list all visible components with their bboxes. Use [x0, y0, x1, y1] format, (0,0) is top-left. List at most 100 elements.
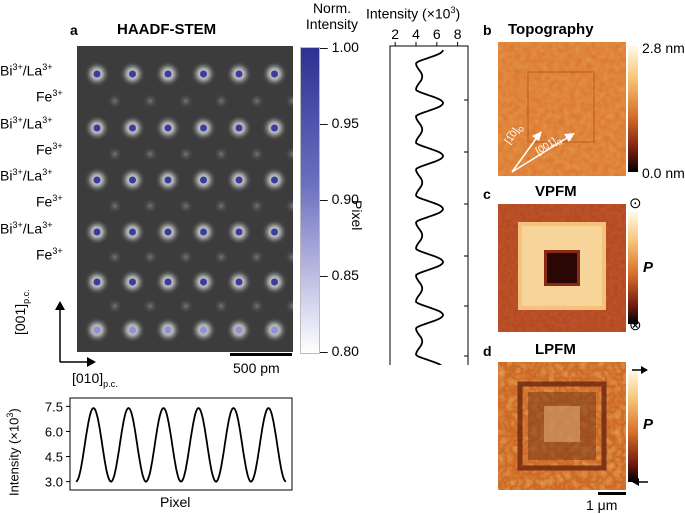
profile-right-xtick-label: 6: [433, 26, 441, 42]
stem-fe-column: [213, 93, 230, 109]
stem-atom-column: [271, 176, 278, 184]
stem-fe-column: [142, 198, 159, 214]
profile-bottom-ytick-label: 4.5: [45, 450, 63, 465]
profile-bottom-ytick-label: 3.0: [45, 475, 63, 490]
stem-atom-column: [271, 124, 278, 132]
stem-atom-column: [235, 124, 243, 132]
scalebar-d-label: 1 μm: [586, 497, 618, 513]
colorbar-a-tick: – 0.85: [320, 267, 359, 283]
stem-atom-column: [164, 70, 172, 78]
topography-image: [498, 42, 626, 176]
colorbar-b: [628, 46, 638, 172]
axis-horizontal-label: [010]p.c.: [72, 370, 118, 389]
stem-fe-column: [248, 93, 265, 109]
stem-fe-column: [142, 249, 159, 265]
panel-c-p-label: P: [643, 259, 654, 276]
profile-right-xtick-label: 8: [454, 26, 462, 42]
stem-fe-column: [177, 298, 194, 314]
axis-arrows: [55, 301, 96, 367]
profile-bottom-xlabel: Pixel: [160, 494, 191, 510]
stem-fe-column: [213, 146, 230, 162]
stem-fe-column: [284, 298, 293, 314]
panel-c-title: VPFM: [535, 183, 577, 200]
stem-atom-column: [164, 124, 172, 132]
stem-atom-column: [235, 278, 243, 286]
profile-right-ylabel: Pixel: [349, 200, 365, 231]
profile-bottom: 7.5 6.0 4.5 3.0: [45, 397, 293, 491]
stem-atom-column: [200, 124, 207, 132]
row-label-fe: Fe3+: [36, 246, 63, 263]
row-label-bi-la: Bi3+/La3+: [0, 62, 53, 79]
profile-right-xtick-label: 4: [412, 26, 420, 42]
stem-fe-column: [106, 146, 123, 162]
stem-atom-column: [200, 228, 207, 236]
scalebar-d: [598, 492, 626, 495]
stem-atom-column: [129, 70, 136, 78]
stem-atom-column: [129, 124, 136, 132]
stem-fe-column: [248, 146, 265, 162]
stem-atom-column: [164, 278, 172, 286]
row-label-bi-la: Bi3+/La3+: [0, 167, 53, 184]
colorbar-b-bottom: 0.0 nm: [642, 165, 685, 181]
colorbar-a: [300, 47, 320, 354]
colorbar-d: [628, 370, 638, 482]
colorbar-a-title-line1: Norm.: [312, 0, 352, 16]
stem-atom-column: [235, 326, 243, 334]
lpfm-arrows: [632, 366, 648, 486]
vpfm-image: [498, 204, 626, 332]
stem-fe-column: [213, 198, 230, 214]
stem-fe-column: [106, 298, 123, 314]
stem-atom-column: [235, 70, 243, 78]
row-label-bi-la: Bi3+/La3+: [0, 115, 53, 132]
profile-bottom-ytick-label: 6.0: [45, 424, 63, 439]
stem-atom-lattice: [84, 61, 293, 343]
stem-fe-column: [284, 198, 293, 214]
polarization-up-icon: ⊙: [629, 195, 642, 212]
row-label-fe: Fe3+: [36, 88, 63, 105]
stem-atom-column: [271, 326, 278, 334]
panel-d-p-label: P: [643, 416, 654, 433]
stem-atom-column: [271, 278, 278, 286]
stem-fe-column: [106, 93, 123, 109]
stem-fe-column: [248, 249, 265, 265]
stem-fe-column: [284, 249, 293, 265]
stem-fe-column: [142, 146, 159, 162]
direction-arrows: [511, 131, 575, 173]
axis-vertical-label: [001]p.c.: [12, 289, 31, 335]
stem-atom-column: [200, 278, 207, 286]
lpfm-image: [498, 362, 626, 490]
profile-right-curve: [415, 49, 444, 365]
row-label-fe: Fe3+: [36, 141, 63, 158]
stem-atom-column: [164, 228, 172, 236]
profile-bottom-ylabel: Intensity (×103): [5, 408, 22, 496]
haadf-stem-image: [77, 46, 293, 352]
stem-fe-column: [177, 146, 194, 162]
profile-bottom-curve: [75, 406, 287, 483]
stem-atom-column: [200, 70, 207, 78]
stem-fe-column: [284, 146, 293, 162]
stem-fe-column: [177, 93, 194, 109]
colorbar-a-title-line2: Intensity: [305, 16, 359, 32]
colorbar-a-tick: – 0.95: [320, 115, 359, 131]
profile-right-xlabel: Intensity (×103): [366, 5, 461, 22]
scalebar-a-label: 500 pm: [233, 360, 280, 376]
stem-fe-column: [142, 93, 159, 109]
colorbar-b-top: 2.8 nm: [642, 40, 685, 56]
stem-atom-column: [93, 176, 101, 184]
panel-d-title: LPFM: [535, 341, 576, 358]
panel-a-title: HAADF-STEM: [117, 21, 217, 38]
colorbar-a-tick: – 1.00: [320, 39, 359, 55]
stem-atom-column: [93, 70, 101, 78]
stem-fe-column: [106, 198, 123, 214]
stem-atom-column: [235, 228, 243, 236]
stem-atom-column: [93, 278, 101, 286]
stem-atom-column: [129, 228, 136, 236]
stem-atom-column: [129, 278, 136, 286]
colorbar-a-tick: – 0.90: [320, 191, 359, 207]
stem-fe-column: [177, 249, 194, 265]
stem-atom-column: [164, 176, 172, 184]
polarization-down-icon: ⊗: [629, 317, 642, 334]
stem-atom-column: [235, 176, 243, 184]
stem-atom-column: [271, 228, 278, 236]
